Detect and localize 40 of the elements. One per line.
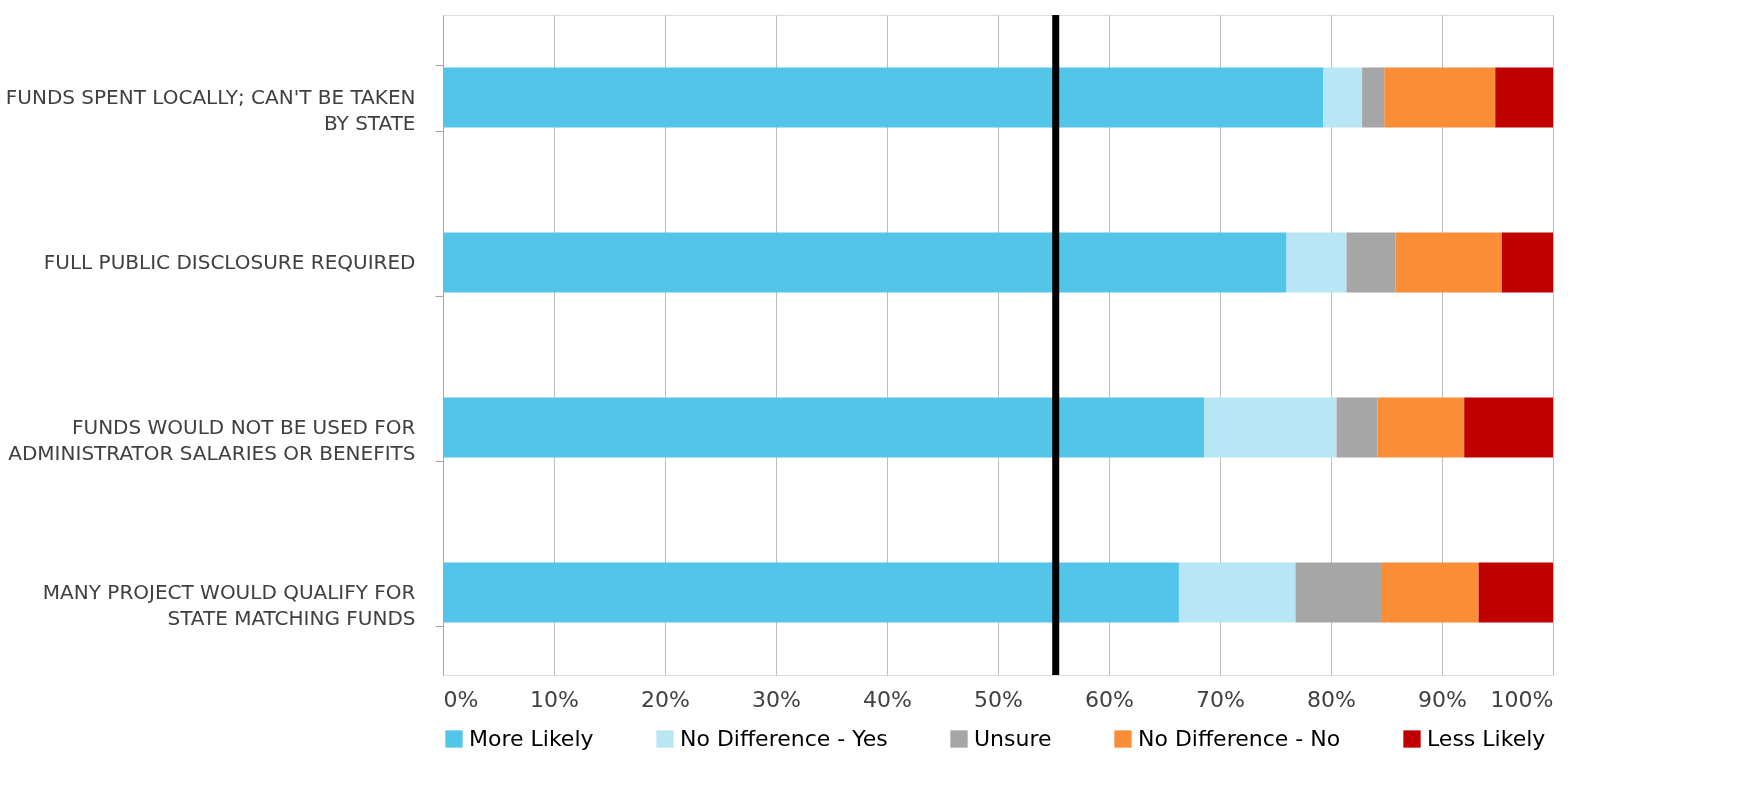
bar bbox=[1362, 67, 1385, 128]
bar bbox=[1380, 562, 1479, 623]
x-tick-label: 40% bbox=[863, 686, 912, 712]
bar bbox=[1295, 562, 1381, 623]
bar bbox=[443, 397, 1205, 458]
legend-label: Unsure bbox=[974, 726, 1052, 751]
bar bbox=[1495, 67, 1553, 128]
x-tick-label: 70% bbox=[1196, 686, 1245, 712]
y-tick-label: FUNDS WOULD NOT BE USED FOR ADMINISTRATOR SALARIES OR BENEFITS bbox=[8, 415, 416, 465]
bar bbox=[1501, 232, 1553, 293]
x-tick-label: 20% bbox=[641, 686, 690, 712]
bar bbox=[1464, 397, 1553, 458]
y-tick-label: MANY PROJECT WOULD QUALIFY FOR STATE MATCHING FUNDS bbox=[42, 580, 416, 630]
x-tick-label: 10% bbox=[530, 686, 579, 712]
legend-label: No Difference - No bbox=[1138, 726, 1341, 751]
bar bbox=[1323, 67, 1363, 128]
bar bbox=[1204, 397, 1337, 458]
y-tick-label: FUNDS SPENT LOCALLY; CAN'T BE TAKEN BY STATE bbox=[5, 85, 416, 135]
legend-label: Less Likely bbox=[1427, 726, 1546, 751]
bar bbox=[1286, 232, 1347, 293]
x-tick-label: 100% bbox=[1490, 686, 1554, 712]
bar bbox=[1395, 232, 1502, 293]
bar bbox=[443, 67, 1324, 128]
bar bbox=[1478, 562, 1553, 623]
x-tick-label: 90% bbox=[1418, 686, 1467, 712]
bar bbox=[1384, 67, 1496, 128]
bar bbox=[443, 562, 1179, 623]
y-tick-label: FULL PUBLIC DISCLOSURE REQUIRED bbox=[43, 250, 416, 274]
bar bbox=[1336, 397, 1378, 458]
bar bbox=[1377, 397, 1465, 458]
legend-label: No Difference - Yes bbox=[680, 726, 888, 751]
bar bbox=[1346, 232, 1396, 293]
bar bbox=[1178, 562, 1296, 623]
x-tick-label: 0% bbox=[443, 686, 479, 712]
x-tick-label: 30% bbox=[752, 686, 801, 712]
legend-label: More Likely bbox=[469, 726, 594, 751]
x-tick-label: 80% bbox=[1307, 686, 1356, 712]
bar bbox=[443, 232, 1287, 293]
x-tick-label: 50% bbox=[974, 686, 1023, 712]
x-tick-label: 60% bbox=[1085, 686, 1134, 712]
